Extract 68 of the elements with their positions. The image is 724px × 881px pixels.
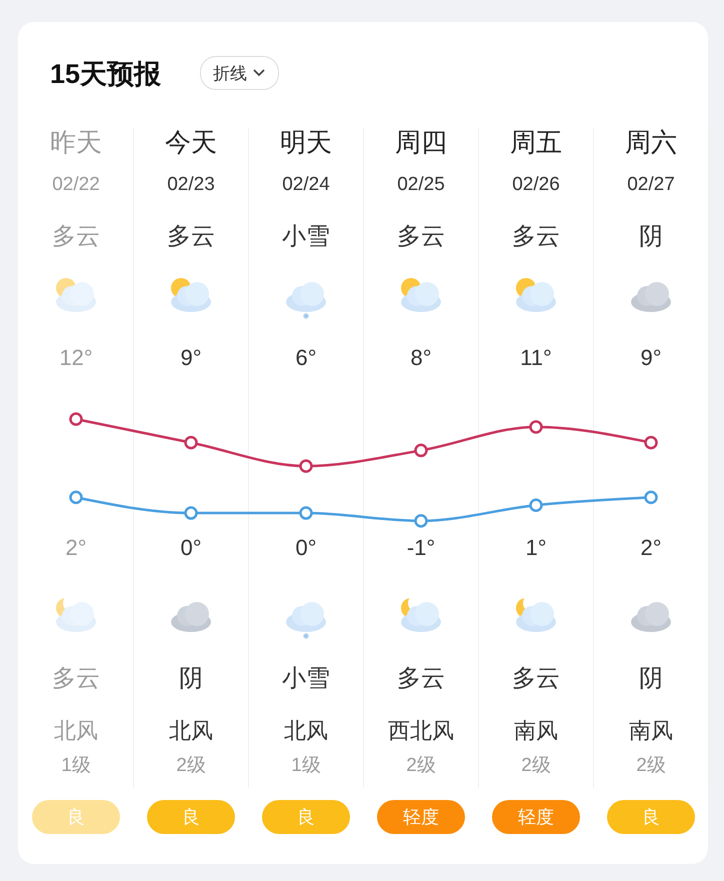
data-label: 6°	[294, 345, 318, 371]
text: 南风	[513, 717, 559, 745]
point	[69, 412, 83, 426]
data-label: 12°	[58, 345, 94, 371]
point	[644, 490, 658, 504]
text: 多云	[166, 222, 216, 252]
text: 南风	[628, 717, 674, 745]
text: 1级	[60, 754, 92, 778]
text: 1级	[290, 754, 322, 778]
data-label: 0°	[294, 535, 318, 561]
text: 折线	[213, 62, 247, 84]
text: 阴	[638, 664, 664, 694]
x-tick-label: 今天	[164, 126, 218, 159]
chart-title: 15天预报	[50, 58, 162, 91]
data-label: 8°	[409, 345, 433, 371]
data-label: 9°	[639, 345, 663, 371]
point	[184, 506, 198, 520]
data-label: 0°	[179, 535, 203, 561]
text: 2级	[520, 754, 552, 778]
text: 多云	[511, 664, 561, 694]
point	[529, 498, 543, 512]
text: 阴	[638, 222, 664, 252]
text: 良	[262, 800, 350, 834]
point	[644, 436, 658, 450]
text: 北风	[283, 717, 329, 745]
text: 多云	[511, 222, 561, 252]
text: 02/22	[51, 174, 101, 196]
text: 良	[32, 800, 120, 834]
point	[184, 436, 198, 450]
text: 02/23	[166, 174, 216, 196]
text: 2级	[405, 754, 437, 778]
point	[299, 506, 313, 520]
text: 北风	[168, 717, 214, 745]
point	[529, 420, 543, 434]
text: 阴	[178, 664, 204, 694]
x-tick-label: 周五	[509, 126, 563, 159]
text: 02/27	[626, 174, 676, 196]
text: 小雪	[281, 664, 331, 694]
data-label: 2°	[64, 535, 88, 561]
text: 小雪	[281, 222, 331, 252]
text: 北风	[53, 717, 99, 745]
data-label: 11°	[519, 345, 553, 371]
x-tick-label: 昨天	[49, 126, 103, 159]
x-tick-label: 周六	[624, 126, 678, 159]
text: 02/26	[511, 174, 561, 196]
point	[414, 444, 428, 458]
data-label: 1°	[524, 535, 548, 561]
text: 多云	[51, 664, 101, 694]
data-label: 9°	[179, 345, 203, 371]
point	[299, 459, 313, 473]
text: 多云	[396, 664, 446, 694]
text: 良	[147, 800, 235, 834]
text: 多云	[396, 222, 446, 252]
point	[414, 514, 428, 528]
text: 多云	[51, 222, 101, 252]
text: 2级	[635, 754, 667, 778]
data-label: 2°	[639, 535, 663, 561]
text: 西北风	[387, 717, 455, 745]
text: 2级	[175, 754, 207, 778]
text: 良	[607, 800, 695, 834]
point	[69, 490, 83, 504]
text: 02/25	[396, 174, 446, 196]
x-tick-label: 周四	[394, 126, 448, 159]
text: 轻度	[377, 800, 465, 834]
x-tick-label: 明天	[279, 126, 333, 159]
data-label: -1°	[406, 535, 436, 561]
text: 轻度	[492, 800, 580, 834]
text: 02/24	[281, 174, 331, 196]
